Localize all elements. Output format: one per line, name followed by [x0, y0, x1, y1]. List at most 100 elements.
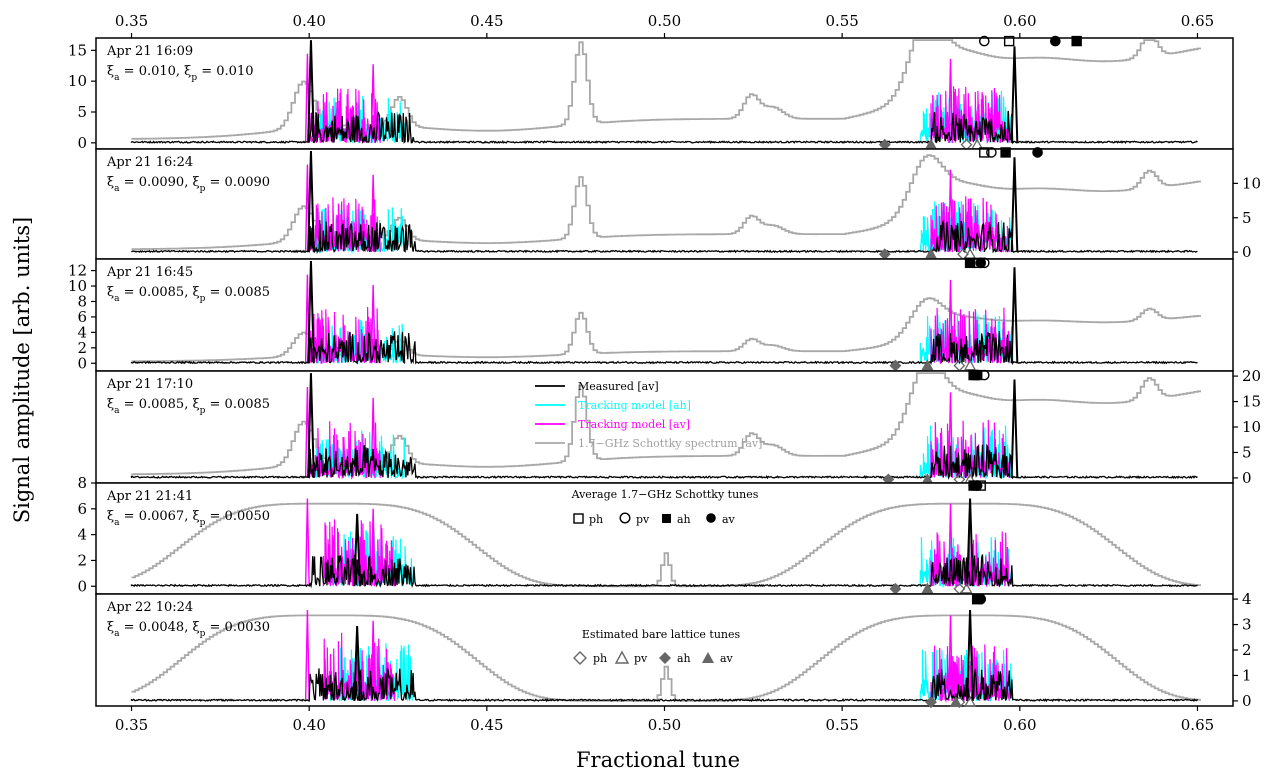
panel-y-axis: 0 5 10 — [1233, 174, 1261, 261]
y-tick-label: 15 — [1242, 393, 1261, 411]
schottky-ah-marker — [964, 257, 976, 269]
schottky-ph-label: ph — [589, 513, 603, 526]
legend: Measured [av] Tracking model [ah] Tracki… — [535, 380, 762, 450]
y-tick-label: 2 — [77, 339, 87, 357]
y-tick-label: 10 — [1242, 174, 1261, 192]
panel-y-axis: 0 5 10 15 — [68, 41, 96, 152]
y-axis-label: Signal amplitude [arb. units] — [10, 217, 34, 524]
schottky-av-marker — [1050, 35, 1061, 47]
x-tick-label-bottom: 0.40 — [292, 716, 325, 734]
x-tick-label-top: 0.35 — [115, 12, 148, 30]
panel-1: Apr 21 16:09 ξa = 0.010, ξp = 0.010 0 5 10 15 — [68, 35, 1234, 152]
schottky-tunes-legend: Average 1.7−GHz Schottky tunes ph pv ah … — [571, 488, 759, 526]
bare-av-marker — [949, 695, 962, 707]
panel-frame — [95, 258, 1234, 372]
x-tick-label-top: 0.50 — [648, 12, 681, 30]
bare-ah-marker — [925, 696, 937, 709]
tracking-av-cluster-left — [308, 306, 381, 364]
schottky-series-line — [131, 39, 1201, 140]
legend-av-label: Tracking model [av] — [578, 418, 690, 431]
x-axis-label: Fractional tune — [576, 748, 740, 772]
schottky-ah-marker — [1071, 35, 1082, 47]
x-tick-label-bottom: 0.55 — [825, 716, 858, 734]
schottky-tune-markers — [968, 369, 990, 381]
panel-5: Apr 21 21:41 ξa = 0.0067, ξp = 0.0050 0 2 4 6… — [77, 474, 1234, 595]
panel-date: Apr 21 16:24 — [106, 155, 193, 170]
y-tick-label: 15 — [68, 41, 87, 59]
x-tick-label-bottom: 0.65 — [1181, 716, 1214, 734]
bare-tune-markers — [878, 247, 977, 261]
panel-chromaticity: ξa = 0.0090, ξp = 0.0090 — [107, 175, 270, 194]
schottky-ah-label: ah — [677, 513, 691, 526]
schottky-av-marker — [975, 593, 987, 605]
schottky-series-line — [131, 614, 1201, 702]
panel-frame — [95, 482, 1234, 595]
measured-series-line — [131, 220, 1198, 255]
panel-date: Apr 21 17:10 — [106, 377, 193, 392]
panel-frame — [95, 370, 1234, 484]
y-tick-label: 0 — [77, 134, 87, 152]
x-axis-top: 0.35 0.40 0.45 0.50 0.55 0.60 0.65 — [115, 12, 1214, 38]
bare-pv-triangle-icon — [614, 650, 630, 664]
panel-date: Apr 21 21:41 — [106, 489, 193, 504]
measured-series-line — [130, 667, 1199, 703]
x-tick-label-bottom: 0.60 — [1003, 716, 1036, 734]
measured-peaks — [307, 40, 1019, 143]
y-tick-label: 5 — [1242, 443, 1252, 461]
panel-date: Apr 21 16:45 — [106, 265, 193, 280]
schottky-av-marker — [971, 480, 983, 491]
y-tick-label: 0 — [77, 354, 87, 372]
panel-4: Apr 21 17:10 ξa = 0.0085, ξp = 0.0085 0 5 10… — [95, 367, 1261, 487]
panel-y-axis: 0 2 4 6 8 — [77, 474, 96, 595]
y-tick-label: 0 — [1242, 692, 1252, 710]
legend-measured-label: Measured [av] — [578, 380, 659, 393]
legend-schottky-label: 1.7−GHz Schottky spectrum [av] — [578, 437, 762, 450]
schottky-tune-markers — [978, 35, 1082, 47]
measured-series-line — [130, 554, 1198, 589]
measured-peaks — [353, 498, 974, 587]
schottky-ph-square-icon — [573, 513, 584, 524]
x-tick-label-top: 0.45 — [470, 12, 503, 30]
y-tick-label: 10 — [68, 72, 87, 90]
schottky-ah-square-icon — [662, 514, 671, 523]
schottky-tune-markers — [968, 480, 986, 491]
bare-ah-label: ah — [677, 652, 691, 665]
y-tick-label: 8 — [77, 292, 87, 310]
y-tick-label: 10 — [1242, 418, 1261, 436]
bare-tunes-title: Estimated bare lattice tunes — [582, 628, 741, 641]
x-tick-label-bottom: 0.50 — [648, 716, 681, 734]
y-tick-label: 0 — [77, 577, 87, 595]
panel-2: Apr 21 16:24 ξa = 0.0090, ξp = 0.0090 0 5 10 — [95, 147, 1261, 261]
legend-ah-label: Tracking model [ah] — [578, 399, 691, 412]
y-tick-label: 3 — [1242, 616, 1252, 634]
tracking-av-cluster-right — [930, 644, 1010, 703]
panel-chromaticity: ξa = 0.0085, ξp = 0.0085 — [107, 285, 270, 304]
panel-plot-area — [130, 39, 1201, 145]
schottky-av-marker — [971, 369, 983, 381]
schottky-series-line — [131, 502, 1201, 588]
y-tick-label: 6 — [77, 308, 87, 326]
measured-peaks — [353, 610, 974, 701]
x-axis-bottom: 0.35 0.40 0.45 0.50 0.55 0.60 0.65 — [115, 706, 1214, 734]
bare-pv-label: pv — [634, 652, 648, 665]
panel-plot-area — [130, 261, 1201, 366]
bare-av-label: av — [720, 652, 734, 665]
schottky-av-label: av — [722, 513, 736, 526]
panel-date: Apr 22 10:24 — [106, 600, 193, 615]
schottky-tune-markers — [971, 593, 987, 605]
panel-chromaticity: ξa = 0.0085, ξp = 0.0085 — [107, 397, 270, 416]
panel-frame — [95, 37, 1234, 150]
schottky-ah-marker — [1000, 147, 1011, 158]
panel-y-axis: 0 1 2 3 4 — [1233, 590, 1252, 710]
x-tick-label-bottom: 0.45 — [470, 716, 503, 734]
schottky-tunes-title: Average 1.7−GHz Schottky tunes — [571, 488, 759, 501]
x-tick-label-top: 0.60 — [1003, 12, 1036, 30]
measured-peaks — [307, 261, 1019, 364]
y-tick-label: 5 — [77, 103, 87, 121]
y-tick-label: 4 — [77, 323, 87, 341]
bare-pv-marker — [960, 582, 973, 594]
panel-chromaticity: ξa = 0.0067, ξp = 0.0050 — [107, 509, 270, 528]
y-tick-label: 5 — [1242, 209, 1252, 227]
schottky-pv-marker — [986, 147, 997, 158]
measured-peaks — [307, 151, 1019, 253]
